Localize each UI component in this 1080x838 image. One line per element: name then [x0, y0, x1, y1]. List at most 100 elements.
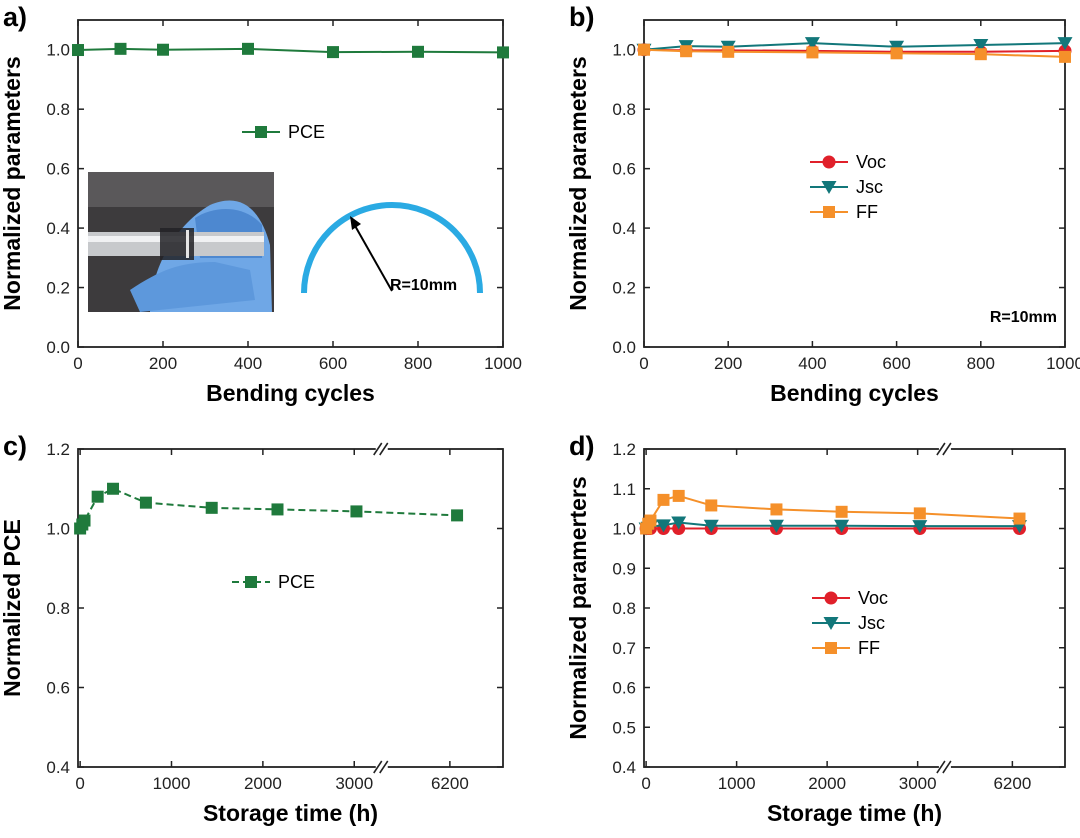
y-tick-label: 1.0 — [46, 41, 70, 60]
panel-label: a) — [3, 2, 27, 32]
y-tick-label: 0.4 — [46, 219, 70, 238]
y-tick-label: 1.1 — [612, 480, 636, 499]
data-point — [205, 501, 218, 514]
series-line — [77, 47, 504, 54]
plot-frame — [643, 448, 1066, 768]
data-point — [680, 45, 693, 58]
x-tick-label: 3000 — [899, 774, 937, 793]
data-point — [451, 509, 464, 522]
x-axis-label: Bending cycles — [770, 380, 939, 406]
data-point — [327, 46, 339, 59]
y-tick-label: 0.6 — [46, 679, 70, 698]
series-line — [645, 494, 1020, 529]
legend-item-jsc: Jsc — [812, 613, 885, 633]
axis-break-mark — [942, 442, 952, 456]
y-tick-label: 0.4 — [612, 758, 636, 777]
x-tick-label: 0 — [641, 774, 650, 793]
y-tick-label: 0.4 — [46, 758, 70, 777]
legend-marker — [821, 181, 837, 194]
chart-panel-c: c) 0.4 0.6 0.8 1.0 1.2 0 1000 2000 3000 6200 Storag… — [0, 431, 504, 826]
glove-thumb — [130, 262, 255, 312]
bent-device-photo — [88, 172, 274, 312]
axis-break-gap-bottom — [938, 763, 951, 771]
x-axis-label: Bending cycles — [206, 380, 375, 406]
legend-label: PCE — [278, 572, 315, 592]
series-line — [643, 42, 1066, 51]
axis-break-mark — [379, 760, 389, 774]
x-tick-label: 600 — [319, 354, 347, 373]
data-point — [804, 37, 820, 51]
y-tick-label: 0.4 — [612, 219, 636, 238]
device-edge — [186, 230, 189, 258]
legend-item-pce: PCE — [242, 122, 325, 142]
y-axis-label: Normalized paramerters — [565, 476, 591, 739]
data-point — [912, 520, 928, 534]
series-pce — [72, 42, 509, 59]
x-tick-label: 200 — [714, 354, 742, 373]
data-point — [78, 514, 91, 527]
data-point — [655, 519, 671, 533]
legend-marker — [255, 126, 267, 138]
legend-item-voc: Voc — [810, 152, 886, 172]
x-tick-label: 1000 — [718, 774, 756, 793]
legend-label: Voc — [856, 152, 886, 172]
panel-label: b) — [569, 2, 594, 32]
y-tick-label: 0.2 — [612, 279, 636, 298]
annotation-label: R=10mm — [990, 309, 1057, 326]
series-line — [79, 487, 458, 529]
data-point — [722, 45, 735, 58]
x-tick-label: 6200 — [431, 774, 469, 793]
data-point — [703, 519, 719, 533]
x-tick-label: 1000 — [153, 774, 191, 793]
legend-item-voc: Voc — [812, 588, 888, 608]
x-tick-label: 400 — [234, 354, 262, 373]
legend-label: Jsc — [858, 613, 885, 633]
data-point — [497, 46, 509, 59]
x-tick-label: 1000 — [1046, 354, 1080, 373]
data-point — [671, 516, 687, 530]
chart-panel-b: b) 0.0 0.2 0.4 0.6 0.8 1.0 0 200 400 600 800 1000 Ben… — [565, 2, 1080, 406]
y-tick-label: 0.2 — [46, 279, 70, 298]
y-axis-label: Normalized PCE — [0, 519, 25, 697]
x-axis-label: Storage time (h) — [203, 800, 378, 826]
x-tick-label: 400 — [798, 354, 826, 373]
data-point — [350, 505, 363, 518]
series-jsc — [638, 516, 1027, 536]
axis-break-mark — [379, 442, 389, 456]
x-tick-label: 800 — [404, 354, 432, 373]
y-tick-label: 0.6 — [612, 160, 636, 179]
axis-break-mark — [373, 442, 383, 456]
y-tick-label: 1.2 — [612, 440, 636, 459]
y-tick-label: 0.9 — [612, 559, 636, 578]
y-tick-label: 0.0 — [612, 338, 636, 357]
plot-frame — [643, 19, 1066, 348]
series-ff — [638, 43, 1071, 63]
data-point — [114, 42, 127, 55]
data-point — [834, 519, 850, 533]
data-point — [412, 45, 424, 58]
data-point — [271, 503, 284, 516]
data-point — [107, 482, 120, 495]
chart-panel-d: d) 0.4 0.5 0.6 0.7 0.8 0.9 1.0 1.1 1.2 0 1000 2000 30… — [565, 431, 1066, 826]
x-tick-label: 800 — [967, 354, 995, 373]
legend-label: Jsc — [856, 177, 883, 197]
data-point — [1059, 50, 1071, 63]
data-point — [768, 519, 784, 533]
y-tick-label: 0.6 — [46, 160, 70, 179]
data-point — [974, 48, 987, 61]
y-tick-label: 0.8 — [46, 100, 70, 119]
y-axis-label: Normalized parameters — [565, 56, 591, 310]
axis-break-gap-top — [938, 445, 951, 453]
legend-marker — [823, 617, 839, 630]
data-point — [72, 44, 84, 57]
data-point — [973, 38, 989, 52]
y-tick-label: 1.0 — [612, 520, 636, 539]
x-tick-label: 200 — [149, 354, 177, 373]
data-point — [1013, 512, 1026, 525]
data-point — [157, 43, 169, 56]
axis-break-gap-top — [375, 445, 388, 453]
legend-item-ff: FF — [812, 638, 880, 658]
legend-item-jsc: Jsc — [810, 177, 883, 197]
photo-wall — [88, 172, 274, 207]
